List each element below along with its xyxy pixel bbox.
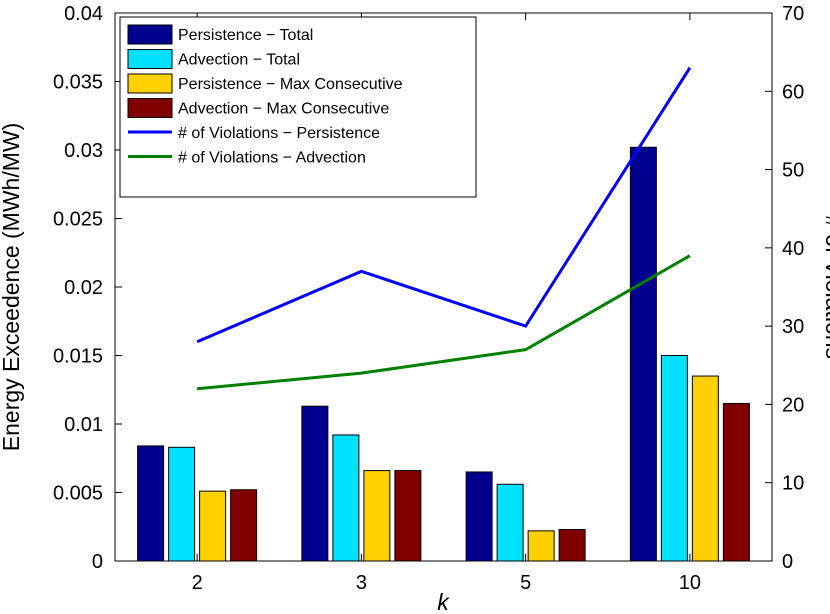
bar-4-10 — [722, 402, 750, 562]
y2-tick-label: 60 — [782, 81, 804, 103]
bars-layer — [137, 146, 750, 562]
x-axis-label: k — [437, 589, 450, 614]
y-tick-label: 0 — [92, 551, 103, 573]
bar-1-10 — [629, 146, 657, 562]
legend-box — [119, 16, 477, 198]
y-tick-label: 0.025 — [53, 209, 103, 231]
legend-entry-label: Advection − Max Consecutive — [178, 101, 389, 118]
y-tick-label: 0.005 — [53, 483, 103, 505]
bar-4-5 — [558, 528, 586, 562]
bar-1-3 — [301, 405, 329, 562]
x-tick-label: 5 — [520, 572, 531, 594]
bar-2-2 — [168, 446, 196, 562]
bar-1-2 — [137, 445, 165, 562]
y-tick-label: 0.03 — [64, 140, 103, 162]
y-tick-label: 0.01 — [64, 414, 103, 436]
y-tick-label: 0.015 — [53, 346, 103, 368]
bar-3-5 — [527, 530, 555, 562]
bar-1-5 — [465, 471, 493, 562]
legend-entry-label: Persistence − Max Consecutive — [178, 76, 403, 93]
bar-3-10 — [691, 375, 719, 562]
bar-4-2 — [230, 489, 258, 562]
legend-entry-label: Advection − Total — [178, 52, 300, 69]
bar-3-2 — [199, 490, 227, 562]
legend: Persistence − Total Advection − Total Pers… — [119, 16, 477, 198]
legend-swatch — [127, 73, 173, 94]
y2-tick-label: 50 — [782, 160, 804, 182]
bar-3-3 — [363, 470, 391, 562]
legend-swatch — [127, 24, 173, 45]
x-tick-label: 2 — [192, 572, 203, 594]
y2-axis-label: # of Violations — [821, 215, 830, 359]
line-series-1 — [196, 66, 692, 344]
y2-tick-label: 40 — [782, 238, 804, 260]
y2-tick-label: 70 — [782, 3, 804, 25]
bar-4-3 — [394, 470, 422, 562]
right-axis: 0 10 20 30 40 50 60 70 — [765, 3, 804, 573]
y-tick-label: 0.04 — [64, 3, 103, 25]
legend-entry-label: # of Violations − Advection — [178, 150, 366, 167]
lines-layer — [196, 66, 692, 391]
x-axis: 2 3 5 10 — [192, 13, 701, 594]
legend-swatch — [127, 49, 173, 69]
line-series-2 — [196, 254, 691, 391]
left-axis: 0 0.005 0.01 0.015 0.02 0.025 0.03 0.035 0.04 — [53, 3, 122, 573]
y-axis-label: Energy Exceedence (MWh/MW) — [0, 123, 24, 451]
bar-2-3 — [332, 434, 360, 562]
y2-tick-label: 10 — [782, 473, 804, 495]
y-tick-label: 0.02 — [64, 277, 103, 299]
y2-tick-label: 20 — [782, 394, 804, 416]
x-tick-label: 3 — [356, 572, 367, 594]
legend-swatch — [127, 98, 173, 118]
legend-entry-label: # of Violations − Persistence — [178, 125, 380, 142]
y2-tick-label: 30 — [782, 316, 804, 338]
bar-2-10 — [660, 355, 688, 562]
x-tick-label: 10 — [679, 572, 701, 594]
y-tick-label: 0.035 — [53, 72, 103, 94]
bar-2-5 — [496, 483, 524, 562]
y2-tick-label: 0 — [782, 551, 793, 573]
legend-entry-label: Persistence − Total — [178, 27, 313, 44]
